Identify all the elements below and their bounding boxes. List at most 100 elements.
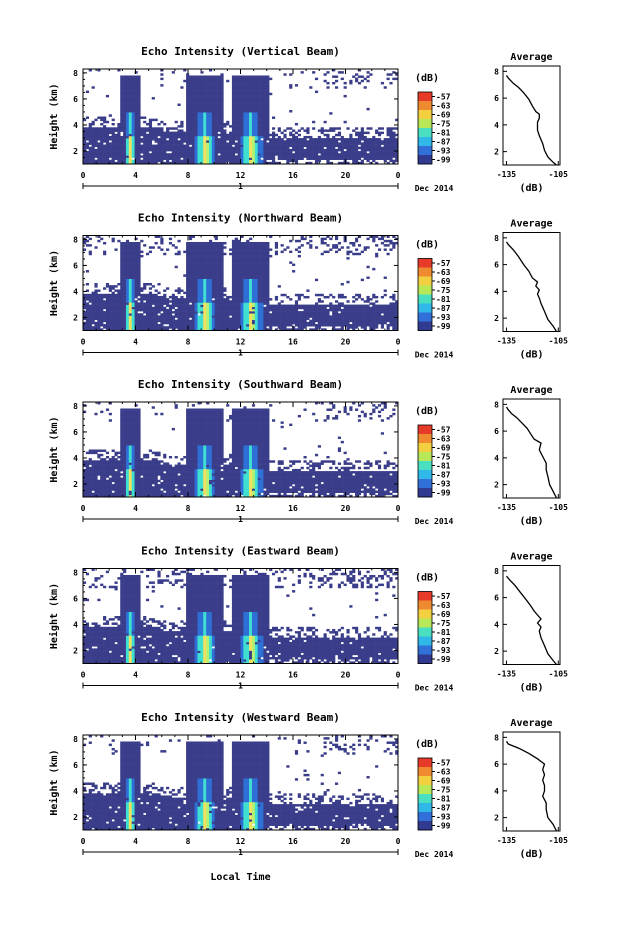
heatmap-cell [154, 326, 158, 329]
heatmap-cell [125, 155, 130, 158]
heatmap-cell [171, 324, 175, 327]
heatmap-cell [203, 133, 207, 137]
heatmap-cell [323, 120, 327, 124]
heatmap-cell [214, 235, 218, 238]
heatmap-cell [100, 315, 104, 318]
heatmap-cell [257, 142, 261, 145]
heatmap-cell [128, 86, 132, 89]
heatmap-cell [257, 77, 261, 81]
y-tick-label: 4 [73, 121, 78, 130]
heatmap-cell [203, 289, 207, 292]
heatmap-cell [140, 295, 144, 299]
heatmap-cell [246, 308, 250, 312]
heatmap-cell [254, 81, 258, 85]
heatmap-cell [335, 311, 339, 314]
heatmap-cell [200, 131, 204, 135]
heatmap-cell [360, 75, 364, 78]
heatmap-cell [88, 237, 92, 241]
heatmap-cell [214, 129, 218, 132]
heatmap-cell [137, 250, 141, 254]
heatmap-cell [191, 151, 195, 154]
heatmap-cell [257, 151, 261, 154]
heatmap-cell [123, 261, 127, 264]
day-label: 1 [238, 182, 243, 191]
heatmap-cell [214, 92, 218, 96]
heatmap-cell [277, 324, 281, 327]
heatmap-cell [229, 308, 233, 312]
heatmap-cell [277, 129, 281, 132]
heatmap-cell [300, 148, 304, 152]
heatmap-cell [320, 311, 324, 314]
heatmap-cell [168, 319, 173, 323]
heatmap-cell [257, 140, 261, 143]
heatmap-cell [140, 151, 144, 154]
heatmap-cell [166, 298, 170, 301]
heatmap-cell [240, 326, 244, 329]
heatmap-cell [131, 300, 135, 303]
heatmap-cell [171, 155, 175, 158]
heatmap-cell [103, 161, 107, 165]
heatmap-cell [168, 140, 173, 143]
heatmap-cell [249, 157, 253, 160]
heatmap-cell [85, 153, 90, 156]
heatmap-cell [220, 246, 224, 249]
heatmap-cell [197, 148, 201, 152]
heatmap-cell [237, 159, 241, 163]
heatmap-cell [143, 321, 147, 325]
heatmap-cell [148, 324, 153, 327]
heatmap-cell [266, 283, 270, 286]
heatmap-cell [266, 270, 270, 273]
heatmap-cell [146, 317, 150, 321]
heatmap-cell [117, 300, 121, 303]
heatmap-cell [254, 244, 258, 247]
heatmap-cell [229, 252, 233, 256]
heatmap-cell [240, 120, 244, 124]
heatmap-cell [194, 248, 198, 251]
heatmap-cell [254, 272, 258, 275]
heatmap-cell [246, 272, 250, 275]
heatmap-cell [120, 261, 124, 264]
heatmap-cell [168, 237, 173, 241]
heatmap-cell [131, 103, 135, 107]
heatmap-cell [177, 148, 181, 152]
heatmap-cell [108, 144, 112, 148]
heatmap-cell [94, 306, 98, 310]
heatmap-cell [200, 285, 204, 288]
heatmap-cell [151, 319, 155, 323]
heatmap-cell [203, 321, 207, 325]
heatmap-cell [203, 144, 207, 148]
heatmap-cell [203, 270, 207, 273]
heatmap-cell [137, 103, 141, 107]
heatmap-cell [263, 298, 267, 301]
heatmap-cell [151, 313, 155, 316]
heatmap-cell [383, 148, 387, 152]
heatmap-cell [251, 313, 256, 316]
heatmap-cell [206, 116, 210, 119]
heatmap-cell [154, 161, 158, 165]
heatmap-cell [340, 313, 344, 316]
heatmap-cell [303, 138, 307, 141]
heatmap-cell [369, 127, 373, 130]
heatmap-cell [200, 291, 204, 295]
heatmap-cell [166, 148, 170, 152]
heatmap-cell [203, 263, 207, 267]
heatmap-cell [249, 105, 253, 109]
heatmap-cell [85, 135, 90, 139]
heatmap-cell [283, 146, 287, 150]
heatmap-cell [283, 313, 287, 316]
heatmap-cell [111, 304, 115, 308]
heatmap-cell [197, 144, 201, 148]
heatmap-cell [197, 114, 201, 117]
heatmap-cell [260, 280, 264, 284]
heatmap-cell [88, 300, 92, 303]
heatmap-cell [203, 140, 207, 143]
heatmap-cell [257, 326, 261, 329]
heatmap-cell [94, 315, 98, 318]
heatmap-cell [269, 254, 273, 258]
heatmap-cell [125, 311, 130, 314]
heatmap-cell [171, 302, 175, 305]
heatmap-cell [306, 157, 310, 160]
heatmap-cell [237, 263, 241, 267]
heatmap-cell [114, 321, 118, 325]
heatmap-cell [240, 135, 244, 139]
